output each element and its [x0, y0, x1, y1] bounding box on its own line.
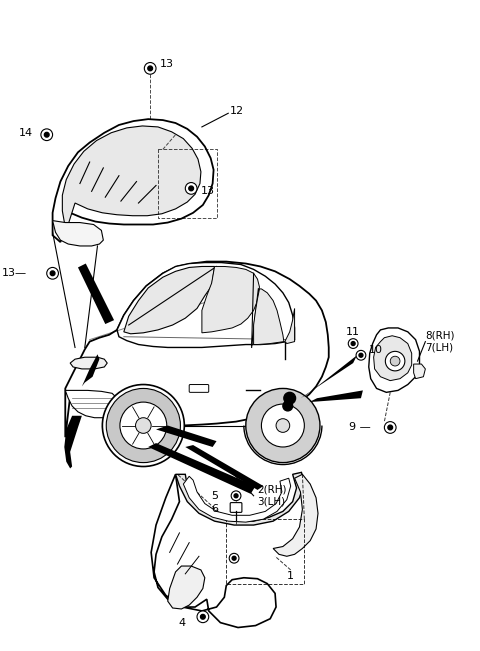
Circle shape — [384, 422, 396, 434]
Text: 13: 13 — [160, 59, 174, 70]
FancyBboxPatch shape — [230, 503, 242, 512]
Circle shape — [351, 342, 355, 346]
Text: 8(RH): 8(RH) — [425, 331, 455, 340]
Polygon shape — [148, 443, 255, 494]
Text: 7(LH): 7(LH) — [425, 342, 454, 352]
Circle shape — [120, 402, 167, 449]
Text: 12: 12 — [230, 106, 244, 117]
Polygon shape — [62, 126, 201, 227]
Text: 11: 11 — [346, 327, 360, 337]
Text: 9 —: 9 — — [349, 422, 371, 432]
Circle shape — [144, 62, 156, 74]
Circle shape — [390, 356, 400, 366]
Circle shape — [41, 129, 53, 141]
Polygon shape — [300, 355, 357, 398]
Polygon shape — [373, 336, 412, 381]
Circle shape — [348, 339, 358, 348]
Circle shape — [135, 418, 151, 434]
Polygon shape — [78, 264, 114, 324]
Polygon shape — [183, 477, 291, 522]
Polygon shape — [82, 354, 99, 387]
Circle shape — [231, 491, 241, 501]
Text: 10: 10 — [369, 346, 383, 355]
Circle shape — [359, 353, 363, 357]
Text: 5: 5 — [212, 491, 218, 501]
Text: 14: 14 — [19, 128, 33, 138]
Circle shape — [50, 271, 55, 275]
Polygon shape — [124, 266, 215, 334]
Text: 1: 1 — [287, 571, 294, 581]
Text: 2(RH): 2(RH) — [257, 485, 287, 495]
Text: 13: 13 — [201, 186, 215, 197]
Polygon shape — [369, 328, 420, 393]
Polygon shape — [156, 426, 216, 447]
Circle shape — [356, 350, 366, 360]
Circle shape — [185, 182, 197, 194]
Circle shape — [47, 268, 59, 279]
Polygon shape — [202, 266, 260, 333]
Polygon shape — [64, 416, 82, 469]
Polygon shape — [253, 289, 284, 344]
Polygon shape — [65, 391, 119, 418]
Circle shape — [262, 404, 304, 447]
Circle shape — [229, 553, 239, 563]
Polygon shape — [285, 309, 295, 344]
Polygon shape — [53, 221, 103, 246]
Text: 4: 4 — [178, 618, 185, 628]
FancyBboxPatch shape — [189, 385, 209, 393]
Polygon shape — [53, 119, 214, 242]
Polygon shape — [176, 473, 304, 525]
Circle shape — [276, 419, 290, 432]
Circle shape — [385, 352, 405, 371]
Polygon shape — [65, 262, 329, 437]
Polygon shape — [273, 475, 318, 557]
Polygon shape — [185, 445, 264, 490]
Polygon shape — [309, 391, 363, 402]
Circle shape — [284, 393, 296, 404]
Circle shape — [197, 611, 209, 622]
Circle shape — [246, 389, 320, 463]
Polygon shape — [70, 357, 107, 369]
Circle shape — [201, 615, 205, 619]
Circle shape — [102, 385, 184, 467]
Text: 3(LH): 3(LH) — [257, 497, 286, 506]
Circle shape — [44, 132, 49, 137]
Polygon shape — [151, 475, 276, 628]
Circle shape — [106, 389, 180, 463]
Circle shape — [232, 557, 236, 560]
Polygon shape — [168, 566, 205, 609]
Circle shape — [189, 186, 193, 191]
Circle shape — [234, 494, 238, 498]
Circle shape — [148, 66, 153, 71]
Circle shape — [388, 425, 393, 430]
Text: 13—: 13— — [2, 268, 27, 278]
Text: 6: 6 — [212, 505, 218, 514]
Polygon shape — [117, 262, 295, 348]
Polygon shape — [414, 364, 425, 379]
Circle shape — [283, 401, 293, 411]
